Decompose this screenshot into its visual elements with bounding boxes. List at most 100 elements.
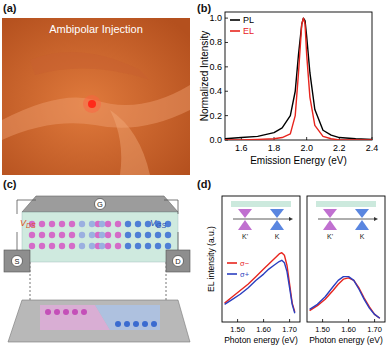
guide: [30, 262, 31, 300]
legend-label: σ−: [240, 259, 250, 268]
voltage-label: VDS: [20, 218, 36, 229]
inset-label: K: [360, 233, 365, 240]
inset-label: K: [275, 233, 280, 240]
x-axis-label: Emission Energy (eV): [250, 155, 347, 166]
contact-badge: [173, 256, 184, 267]
carrier: [99, 232, 105, 238]
x-axis-label: Photon energy (eV): [224, 335, 298, 345]
plot-frame: [225, 12, 372, 140]
carrier: [89, 232, 95, 238]
inset-arrowhead: [374, 217, 378, 221]
carrier: [49, 232, 55, 238]
voltage-subscript: GS: [156, 222, 166, 229]
x-tick: [374, 319, 375, 322]
series-line: [225, 18, 372, 139]
y-tick: [225, 66, 228, 67]
wire: [17, 200, 36, 250]
x-tick: [263, 319, 264, 322]
data-area: [225, 253, 295, 313]
x-tick: [289, 319, 290, 322]
contact-label: D: [175, 257, 181, 266]
carrier: [125, 221, 131, 227]
inset-cone: [355, 209, 369, 218]
photo-caption: Ambipolar Injection: [49, 23, 143, 35]
y-axis-label: EL intensity (a.u.): [206, 226, 216, 292]
inset-arrowhead: [289, 217, 293, 221]
carrier: [165, 232, 171, 238]
legend-label: EL: [243, 26, 254, 36]
drain-electrode: [166, 250, 190, 272]
carrier: [133, 321, 139, 327]
panel-label: (d): [197, 178, 211, 190]
device-diagram: VDSVGSSDG: [4, 196, 190, 342]
carrier: [89, 243, 95, 249]
panel-label: (a): [3, 2, 17, 14]
data-area: [310, 277, 380, 319]
x-tick: [322, 319, 323, 322]
carrier: [29, 243, 35, 249]
x-tick-label: 1.8: [268, 143, 281, 153]
carrier: [79, 243, 85, 249]
inset-label: K': [327, 233, 333, 240]
carrier: [125, 243, 131, 249]
carrier: [155, 232, 161, 238]
source-electrode: [4, 250, 30, 272]
carrier: [165, 243, 171, 249]
electron-region: [95, 305, 160, 330]
carrier: [39, 232, 45, 238]
y-tick-label: 1.0: [209, 13, 222, 23]
carrier: [135, 232, 141, 238]
inset-layer: [231, 201, 291, 207]
inset-cone: [323, 220, 337, 230]
x-tick-label: 2.2: [333, 143, 346, 153]
carrier: [72, 309, 78, 315]
carrier: [49, 221, 55, 227]
y-tick-label: 0.0: [209, 135, 222, 145]
gate-plate: [22, 196, 178, 212]
x-tick-label: 1.50: [230, 325, 245, 334]
plot-frame: [307, 196, 385, 322]
y-axis-label: Normalized Intensity: [199, 31, 210, 122]
carrier: [105, 243, 111, 249]
carrier: [142, 321, 148, 327]
carrier: [135, 221, 141, 227]
carrier: [54, 309, 60, 315]
carrier: [59, 243, 65, 249]
x-tick-label: 2.4: [366, 143, 379, 153]
emission-spot: [88, 100, 96, 108]
y-tick-label: 0.8: [209, 37, 222, 47]
carrier: [69, 243, 75, 249]
carrier: [105, 232, 111, 238]
carrier: [79, 221, 85, 227]
inset-cone: [270, 209, 284, 218]
x-tick: [237, 319, 238, 322]
carrier: [115, 232, 121, 238]
chart: 1.501.601.70Photon energy (eV)K'K: [307, 196, 385, 345]
carrier: [49, 243, 55, 249]
voltage-label: VGS: [150, 218, 166, 229]
carrier: [69, 221, 75, 227]
inset-arrow: [318, 219, 374, 220]
electrode: [2, 85, 190, 140]
chart: 1.501.601.70Photon energy (eV)EL intensi…: [206, 196, 300, 345]
carrier: [151, 321, 157, 327]
legend-swatch: [230, 19, 240, 21]
inset-cone: [270, 220, 284, 230]
panel-label: (c): [3, 178, 17, 190]
carrier: [155, 243, 161, 249]
series-line: [225, 18, 372, 140]
x-tick-label: 1.6: [235, 143, 248, 153]
legend-swatch: [230, 30, 240, 32]
chart: 1.61.82.02.22.40.00.20.40.60.81.0Emissio…: [199, 12, 378, 166]
inset-cone: [238, 209, 252, 218]
carrier: [63, 309, 69, 315]
y-tick: [225, 42, 228, 43]
guide: [166, 262, 167, 300]
glow: [83, 95, 101, 113]
channel: [22, 212, 178, 262]
series-line: [225, 260, 295, 313]
series-line: [310, 278, 380, 318]
x-tick-label: 1.60: [256, 325, 271, 334]
contact-badge: [12, 256, 23, 267]
x-tick-label: 1.70: [367, 325, 382, 334]
